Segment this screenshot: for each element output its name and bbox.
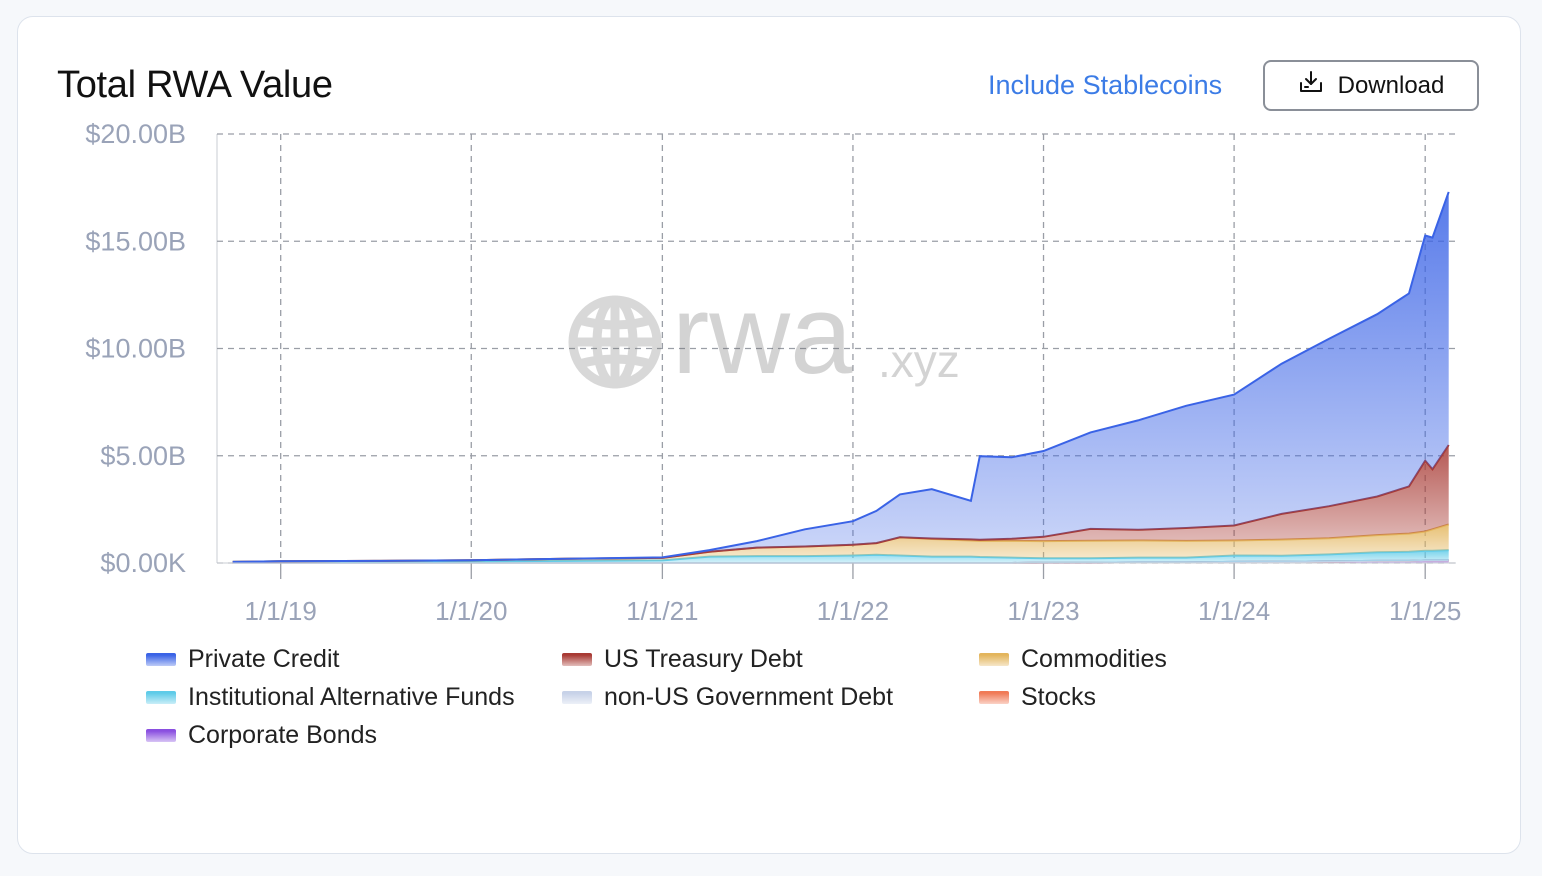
watermark-brand: rwa: [672, 272, 853, 397]
y-tick-label: $0.00K: [100, 548, 186, 578]
legend-swatch: [146, 728, 176, 742]
x-tick-label: 1/1/25: [1389, 596, 1461, 626]
legend-item-non-us-government-debt[interactable]: non-US Government Debt: [562, 682, 979, 711]
x-tick-label: 1/1/20: [435, 596, 507, 626]
x-tick-label: 1/1/23: [1007, 596, 1079, 626]
legend-swatch: [979, 690, 1009, 704]
legend-item-stocks[interactable]: Stocks: [979, 682, 1339, 711]
legend-label: US Treasury Debt: [604, 644, 803, 673]
y-tick-label: $5.00B: [100, 441, 186, 471]
legend-item-us-treasury-debt[interactable]: US Treasury Debt: [562, 644, 979, 673]
x-tick-label: 1/1/22: [817, 596, 889, 626]
y-axis: $20.00B $15.00B $10.00B $5.00B $0.00K: [85, 119, 186, 578]
legend-item-private-credit[interactable]: Private Credit: [146, 644, 562, 673]
legend-item-institutional-alternative-funds[interactable]: Institutional Alternative Funds: [146, 682, 562, 711]
legend-swatch: [562, 690, 592, 704]
y-tick-label: $10.00B: [85, 334, 186, 364]
x-axis: 1/1/19 1/1/20 1/1/21 1/1/22 1/1/23 1/1/24 1/1/…: [217, 562, 1461, 626]
legend-label: Private Credit: [188, 644, 340, 673]
x-tick-label: 1/1/24: [1198, 596, 1270, 626]
legend-swatch: [146, 690, 176, 704]
area-private-credit: [232, 191, 1449, 562]
legend-item-commodities[interactable]: Commodities: [979, 644, 1339, 673]
y-tick-label: $20.00B: [85, 119, 186, 149]
rwa-watermark: rwa .xyz: [568, 272, 960, 397]
watermark-suffix: .xyz: [878, 335, 960, 387]
include-stablecoins-toggle[interactable]: Include Stablecoins: [988, 70, 1223, 100]
legend-swatch: [146, 652, 176, 666]
x-tick-label: 1/1/21: [626, 596, 698, 626]
download-button[interactable]: Download: [1263, 60, 1479, 111]
download-label: Download: [1337, 71, 1445, 99]
chart-legend: Private Credit US Treasury Debt Commoditie…: [146, 644, 1346, 749]
legend-label: Corporate Bonds: [188, 720, 378, 749]
download-icon: [1298, 69, 1324, 102]
area-us-treasury-debt: [232, 445, 1449, 562]
legend-label: Stocks: [1021, 682, 1097, 711]
legend-swatch: [979, 652, 1009, 666]
y-tick-label: $15.00B: [85, 226, 186, 256]
legend-label: Institutional Alternative Funds: [188, 682, 515, 711]
globe-icon: [568, 295, 662, 389]
legend-swatch: [562, 652, 592, 666]
area-commodities: [232, 524, 1449, 562]
legend-label: non-US Government Debt: [604, 682, 894, 711]
chart-title: Total RWA Value: [57, 64, 333, 106]
x-tick-label: 1/1/19: [245, 596, 317, 626]
line-private-credit: [232, 191, 1450, 563]
legend-label: Commodities: [1021, 644, 1167, 673]
legend-item-corporate-bonds[interactable]: Corporate Bonds: [146, 720, 562, 749]
